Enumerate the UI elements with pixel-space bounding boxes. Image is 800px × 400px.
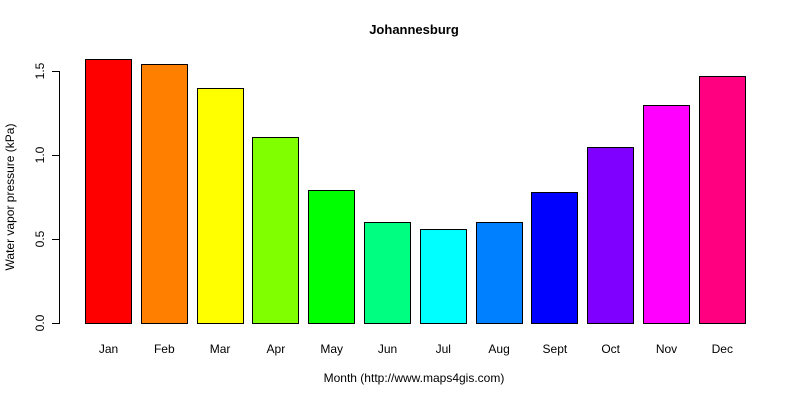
x-tick-label: Mar xyxy=(209,342,231,356)
bar-apr xyxy=(252,136,300,324)
y-axis-label-text: Water vapor pressure (kPa) xyxy=(3,123,17,271)
y-tick-label: 0.0 xyxy=(33,314,47,332)
x-tick-label: Nov xyxy=(655,342,678,356)
bar-dec xyxy=(698,76,746,324)
x-tick-label: Jun xyxy=(377,342,398,356)
y-axis-label: Water vapor pressure (kPa) xyxy=(3,124,17,271)
chart-title: Johannesburg xyxy=(369,22,459,37)
y-tick xyxy=(52,71,59,72)
y-tick xyxy=(52,239,59,240)
x-tick-label: Feb xyxy=(153,342,175,356)
bar-nov xyxy=(643,104,690,324)
y-tick-label: 1.5 xyxy=(33,62,47,80)
x-tick-label: Oct xyxy=(601,342,621,356)
bar-mar xyxy=(196,87,244,324)
y-tick-label: 1.0 xyxy=(33,146,47,164)
bar-may xyxy=(308,190,356,324)
x-tick-label: Apr xyxy=(266,342,286,356)
x-tick-label: Jan xyxy=(98,342,119,356)
x-axis-label: Month (http://www.maps4gis.com) xyxy=(323,371,505,385)
x-tick-label: Aug xyxy=(488,342,510,356)
bar-sept xyxy=(531,191,579,324)
x-tick-label: May xyxy=(320,342,344,356)
y-tick-label: 0.5 xyxy=(33,230,47,248)
y-axis-line xyxy=(59,71,60,324)
y-tick xyxy=(52,323,59,324)
x-tick-label: Sept xyxy=(542,342,568,356)
bar-jun xyxy=(364,222,411,324)
x-tick-label: Jul xyxy=(435,342,451,356)
bar-aug xyxy=(475,222,523,324)
bar-oct xyxy=(587,146,635,324)
bar-jul xyxy=(419,228,467,324)
x-tick-label: Dec xyxy=(711,342,733,356)
bar-feb xyxy=(140,64,188,324)
y-tick xyxy=(52,155,59,156)
bar-jan xyxy=(85,59,132,324)
